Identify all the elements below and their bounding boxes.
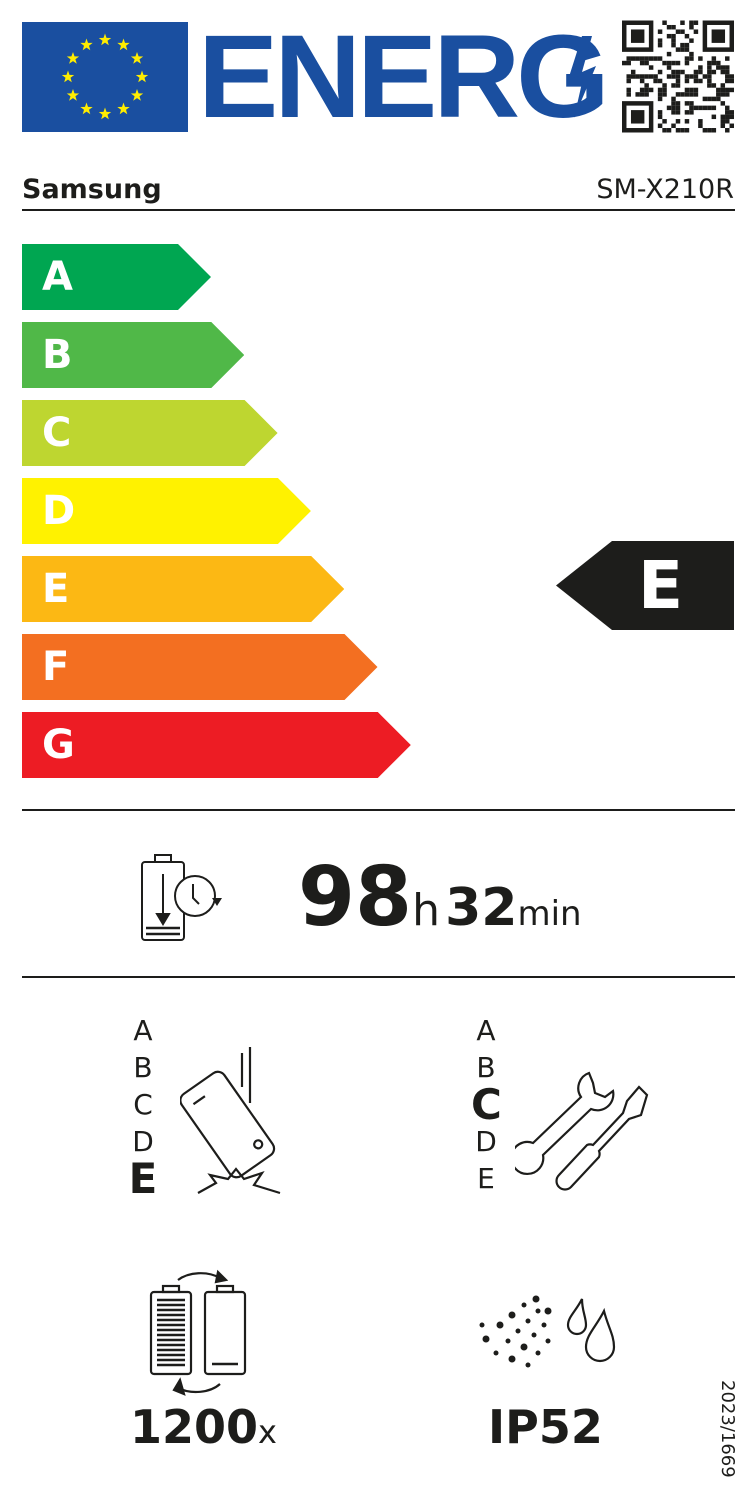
dust-dot bbox=[545, 1338, 551, 1344]
divider bbox=[22, 809, 735, 811]
battery-cycles-icon bbox=[149, 1269, 247, 1396]
phone-drop-icon bbox=[180, 1047, 281, 1195]
dust-dot bbox=[535, 1308, 541, 1314]
dust-dot bbox=[544, 1307, 552, 1315]
scale-letter: E bbox=[477, 1162, 495, 1195]
scale-letter: A bbox=[133, 1014, 153, 1047]
dust-dot bbox=[535, 1350, 541, 1356]
scale-letter: B bbox=[133, 1051, 153, 1084]
star-icon bbox=[80, 38, 93, 51]
energy-class-bar-f: F bbox=[22, 634, 378, 700]
energy-class-label: D bbox=[42, 488, 76, 534]
scale-letter: D bbox=[132, 1125, 154, 1158]
star-icon bbox=[98, 107, 112, 120]
lightning-icon bbox=[568, 36, 596, 118]
dust-dot bbox=[532, 1295, 540, 1303]
divider bbox=[22, 976, 735, 978]
scale-letter: C bbox=[471, 1080, 502, 1129]
energy-logo-text: ENERG bbox=[198, 11, 610, 143]
dust-dot bbox=[531, 1332, 537, 1338]
regulation-number: 2023/1669 bbox=[717, 1380, 738, 1478]
dust-water-icon bbox=[479, 1295, 616, 1368]
dust-dot bbox=[505, 1338, 511, 1344]
battery-endurance-icon bbox=[141, 854, 222, 941]
dust-dot bbox=[508, 1311, 516, 1319]
dust-dot bbox=[525, 1362, 531, 1368]
energy-class-label: F bbox=[42, 644, 70, 690]
star-icon bbox=[135, 70, 149, 83]
star-icon bbox=[130, 52, 144, 64]
dust-dot bbox=[508, 1355, 516, 1363]
star-icon bbox=[80, 102, 93, 115]
model-number: SM-X210R bbox=[596, 174, 734, 205]
star-icon bbox=[98, 33, 112, 46]
cycles-unit: x bbox=[258, 1413, 277, 1451]
scale-letter: D bbox=[475, 1125, 497, 1158]
dust-dot bbox=[493, 1350, 499, 1356]
scale-letter: C bbox=[133, 1088, 153, 1121]
energy-class-label: A bbox=[42, 254, 73, 300]
qr-code[interactable] bbox=[622, 20, 734, 133]
energy-class-bar-d: D bbox=[22, 478, 311, 544]
star-icon bbox=[117, 38, 130, 51]
energy-rating-letter: E bbox=[638, 547, 684, 624]
minutes-unit: min bbox=[517, 894, 582, 934]
ip-rating: IP52 bbox=[488, 1400, 603, 1454]
energy-class-bar-e: E bbox=[22, 556, 345, 622]
dust-dot bbox=[521, 1302, 527, 1308]
energy-class-label: E bbox=[42, 566, 70, 612]
energy-class-label: C bbox=[42, 410, 72, 456]
battery-cycles-value: 1200x bbox=[130, 1400, 277, 1454]
scale-letter: E bbox=[128, 1154, 158, 1203]
energy-class-label: G bbox=[42, 722, 75, 768]
energy-class-bar-c: C bbox=[22, 400, 278, 466]
star-icon bbox=[66, 52, 80, 64]
energy-class-bar-g: G bbox=[22, 712, 411, 778]
energy-class-bar-a: A bbox=[22, 244, 211, 310]
star-icon bbox=[66, 89, 80, 101]
hours-value: 98 bbox=[298, 850, 413, 945]
dust-dot bbox=[515, 1328, 521, 1334]
energy-rating-arrow: E bbox=[556, 541, 734, 630]
hours-unit: h bbox=[412, 885, 441, 936]
dust-dot bbox=[479, 1322, 485, 1328]
scale-letter: B bbox=[476, 1051, 496, 1084]
battery-endurance-value: 98h 32min bbox=[298, 850, 582, 945]
star-icon bbox=[61, 70, 75, 83]
star-icon bbox=[130, 89, 144, 101]
dust-dot bbox=[496, 1321, 504, 1329]
dust-dot bbox=[482, 1335, 490, 1343]
energy-class-label: B bbox=[42, 332, 73, 378]
minutes-value: 32 bbox=[445, 878, 518, 938]
dust-dot bbox=[525, 1318, 531, 1324]
wrench-screwdriver-icon bbox=[515, 1071, 649, 1191]
dust-dot bbox=[541, 1322, 547, 1328]
star-icon bbox=[117, 102, 130, 115]
divider bbox=[22, 209, 735, 211]
eu-flag-logo bbox=[22, 22, 188, 132]
scale-letter: A bbox=[476, 1014, 496, 1047]
dust-dot bbox=[520, 1343, 528, 1351]
energy-class-bar-b: B bbox=[22, 322, 245, 388]
cycles-number: 1200 bbox=[130, 1400, 259, 1454]
brand-name: Samsung bbox=[22, 174, 162, 205]
